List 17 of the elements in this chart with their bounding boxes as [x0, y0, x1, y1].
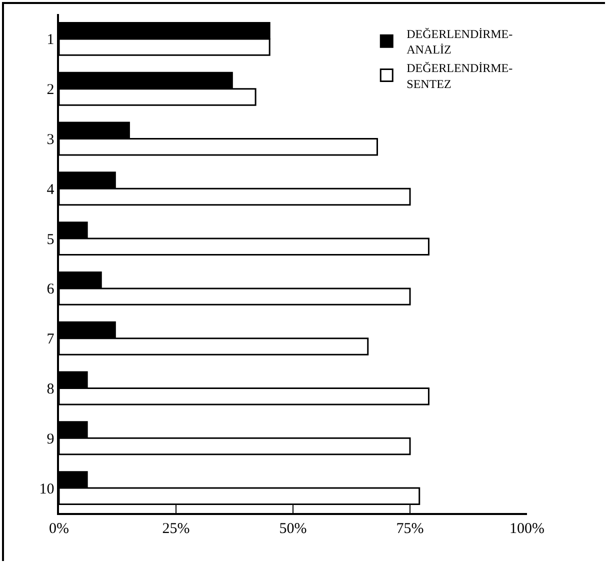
y-tick-label: 6	[46, 282, 55, 298]
x-tick-label: 100%	[510, 520, 544, 537]
y-tick-label: 4	[46, 182, 55, 198]
x-tick-label: 0%	[49, 520, 69, 537]
x-tick-label: 50%	[279, 520, 307, 537]
legend-label: DEĞERLENDİRME-ANALİZ	[406, 26, 513, 57]
x-tick-label: 25%	[162, 520, 190, 537]
y-tick-label: 7	[46, 332, 55, 348]
y-tick-label: 10	[39, 481, 54, 498]
y-tick-label: 3	[46, 132, 54, 148]
x-tick-label: 75%	[396, 520, 424, 537]
y-tick-label: 9	[46, 431, 54, 448]
y-tick-label: 5	[46, 232, 54, 248]
y-tick-label: 1	[46, 32, 54, 48]
y-tick-label: 8	[46, 382, 54, 398]
legend-label: DEĞERLENDİRME-SENTEZ	[406, 61, 513, 91]
y-tick-label: 2	[46, 82, 54, 98]
